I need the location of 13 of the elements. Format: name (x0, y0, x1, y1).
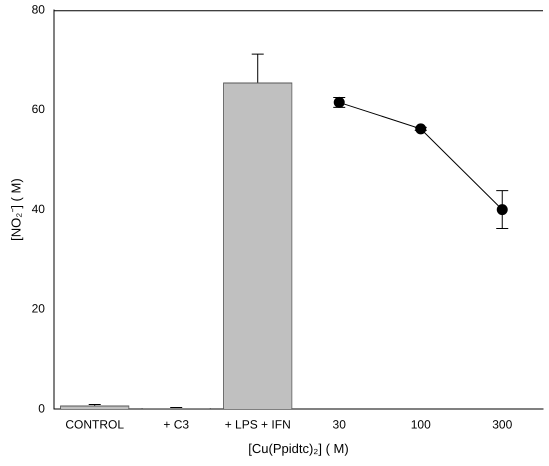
x-tick-label: + C3 (163, 418, 190, 432)
x-tick-label: 300 (492, 418, 513, 432)
x-axis-title: [Cu(Ppidtc)₂] ( M) (248, 440, 349, 456)
y-tick-label: 20 (32, 302, 46, 316)
y-axis-title: [NO₂⁻] ( M) (8, 178, 24, 241)
y-tick-label: 80 (32, 2, 46, 17)
x-tick-label: + LPS + IFN (224, 418, 291, 432)
y-tick-label: 0 (38, 401, 46, 416)
y-tick-label: 40 (32, 202, 46, 216)
x-tick-label: 30 (332, 418, 346, 432)
y-tick-label: 60 (32, 102, 46, 116)
x-tick-label: CONTROL (65, 418, 124, 432)
x-tick-label: 100 (410, 418, 432, 432)
